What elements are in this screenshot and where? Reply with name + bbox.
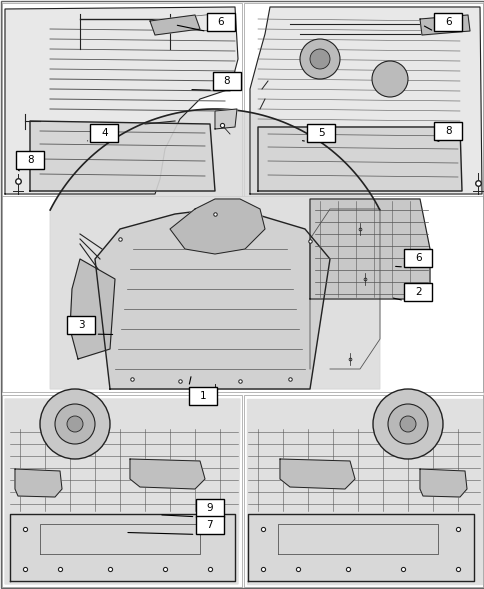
Polygon shape — [246, 399, 481, 584]
Text: 6: 6 — [444, 18, 451, 27]
Circle shape — [372, 389, 442, 459]
Text: 2: 2 — [414, 287, 421, 296]
Polygon shape — [257, 127, 461, 191]
Text: 4: 4 — [101, 128, 107, 137]
FancyBboxPatch shape — [90, 124, 118, 141]
Polygon shape — [70, 259, 115, 359]
Polygon shape — [15, 469, 62, 497]
FancyBboxPatch shape — [433, 122, 461, 140]
Polygon shape — [150, 15, 199, 35]
Polygon shape — [50, 109, 379, 389]
Polygon shape — [95, 209, 329, 389]
FancyBboxPatch shape — [188, 387, 216, 405]
FancyBboxPatch shape — [16, 151, 44, 169]
Bar — [243, 3, 482, 199]
FancyBboxPatch shape — [403, 249, 431, 267]
Bar — [243, 395, 482, 587]
FancyBboxPatch shape — [195, 517, 223, 534]
Circle shape — [55, 404, 95, 444]
Polygon shape — [249, 7, 481, 194]
Polygon shape — [170, 199, 264, 254]
Text: 7: 7 — [206, 521, 212, 530]
Polygon shape — [5, 399, 240, 584]
Circle shape — [387, 404, 427, 444]
FancyBboxPatch shape — [206, 14, 234, 31]
Text: 6: 6 — [414, 253, 421, 263]
Text: 8: 8 — [27, 155, 33, 165]
Text: 1: 1 — [199, 391, 206, 401]
Circle shape — [300, 39, 339, 79]
Text: 8: 8 — [444, 126, 451, 135]
FancyBboxPatch shape — [67, 316, 95, 334]
Polygon shape — [10, 514, 235, 581]
FancyBboxPatch shape — [433, 14, 461, 31]
FancyBboxPatch shape — [306, 124, 334, 141]
Bar — [2, 196, 482, 392]
Polygon shape — [30, 121, 214, 191]
Polygon shape — [214, 109, 237, 129]
Bar — [2, 3, 242, 199]
Text: 6: 6 — [217, 18, 224, 27]
Circle shape — [40, 389, 110, 459]
Polygon shape — [279, 459, 354, 489]
Text: 8: 8 — [223, 77, 230, 86]
Polygon shape — [419, 469, 466, 497]
Polygon shape — [130, 459, 205, 489]
FancyBboxPatch shape — [195, 499, 223, 517]
Polygon shape — [247, 514, 473, 581]
Text: 5: 5 — [317, 128, 324, 137]
Circle shape — [371, 61, 407, 97]
Circle shape — [309, 49, 329, 69]
Circle shape — [399, 416, 415, 432]
Polygon shape — [309, 199, 429, 299]
Text: 9: 9 — [206, 503, 212, 512]
Polygon shape — [5, 7, 238, 194]
FancyBboxPatch shape — [403, 283, 431, 300]
FancyBboxPatch shape — [212, 72, 241, 90]
Bar — [2, 395, 242, 587]
Polygon shape — [419, 15, 469, 35]
Text: 3: 3 — [78, 320, 85, 330]
Circle shape — [67, 416, 83, 432]
